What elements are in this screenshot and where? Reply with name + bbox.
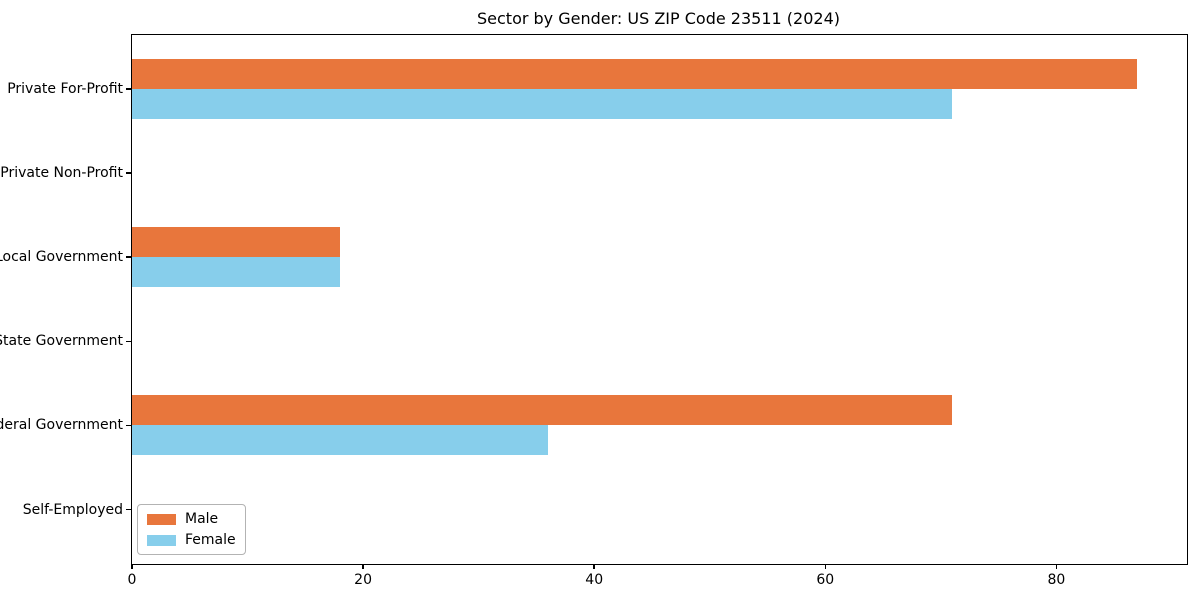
bar-male — [132, 227, 340, 258]
y-tick — [126, 340, 131, 343]
x-tick — [362, 564, 364, 569]
y-axis-label: Self-Employed — [22, 501, 123, 518]
plot-area: Male Female Private For-Profit Private No… — [0, 34, 1188, 588]
x-axis-tick-label: 40 — [585, 572, 604, 588]
legend-swatch-male — [147, 513, 176, 525]
x-axis-tick-label: 0 — [127, 572, 137, 588]
x-tick — [593, 564, 595, 569]
legend-item-male: Male — [147, 511, 236, 527]
x-tick — [131, 564, 133, 569]
y-tick — [126, 256, 131, 258]
bar-female — [132, 257, 340, 288]
x-tick — [824, 564, 827, 569]
x-tick — [1055, 564, 1058, 569]
x-axis-tick-label: 20 — [354, 572, 373, 588]
bar-female — [132, 425, 548, 456]
legend-label-female: Female — [185, 532, 236, 548]
y-axis-label: Private Non-Profit — [0, 165, 123, 182]
legend-label-male: Male — [185, 511, 219, 527]
chart-title: Sector by Gender: US ZIP Code 23511 (202… — [477, 9, 840, 28]
legend-swatch-female — [147, 534, 176, 546]
y-axis-label: Local Government — [0, 249, 123, 266]
legend: Male Female — [137, 504, 246, 555]
y-tick — [126, 508, 131, 511]
y-axis-label: Federal Government — [0, 417, 123, 434]
y-axis-label: Private For-Profit — [7, 81, 123, 97]
y-tick — [126, 424, 131, 427]
legend-item-female: Female — [147, 532, 236, 548]
x-axis-tick-label: 60 — [816, 572, 835, 588]
bar-male — [132, 395, 953, 426]
y-axis-label: State Government — [0, 333, 123, 350]
x-axis-tick-label: 80 — [1047, 572, 1066, 588]
y-tick — [126, 88, 131, 90]
bar-male — [132, 59, 1138, 89]
bar-female — [132, 89, 953, 119]
y-tick — [126, 172, 131, 174]
